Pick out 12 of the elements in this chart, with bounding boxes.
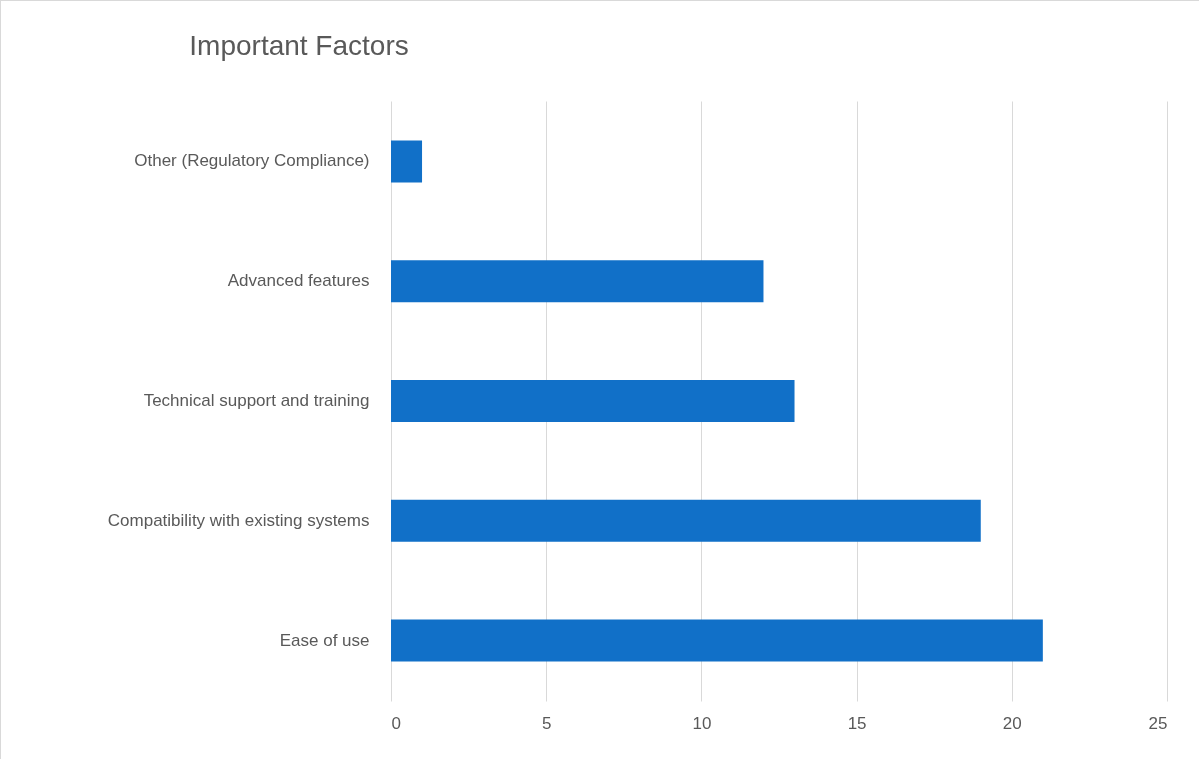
y-tick-label: Other (Regulatory Compliance) [134, 151, 370, 171]
y-tick-label: Advanced features [227, 271, 370, 291]
x-tick-label: 20 [1002, 713, 1022, 733]
x-tick-label: 15 [847, 713, 867, 733]
chart-title: Important Factors [189, 30, 409, 61]
x-tick-label: 25 [1148, 713, 1168, 733]
x-tick-label: 10 [692, 713, 712, 733]
y-tick-label: Ease of use [279, 630, 370, 650]
y-tick-label: Compatibility with existing systems [107, 510, 370, 530]
y-tick-label: Technical support and training [143, 391, 370, 410]
x-tick-label: 0 [391, 713, 401, 733]
x-tick-label: 5 [541, 713, 552, 733]
